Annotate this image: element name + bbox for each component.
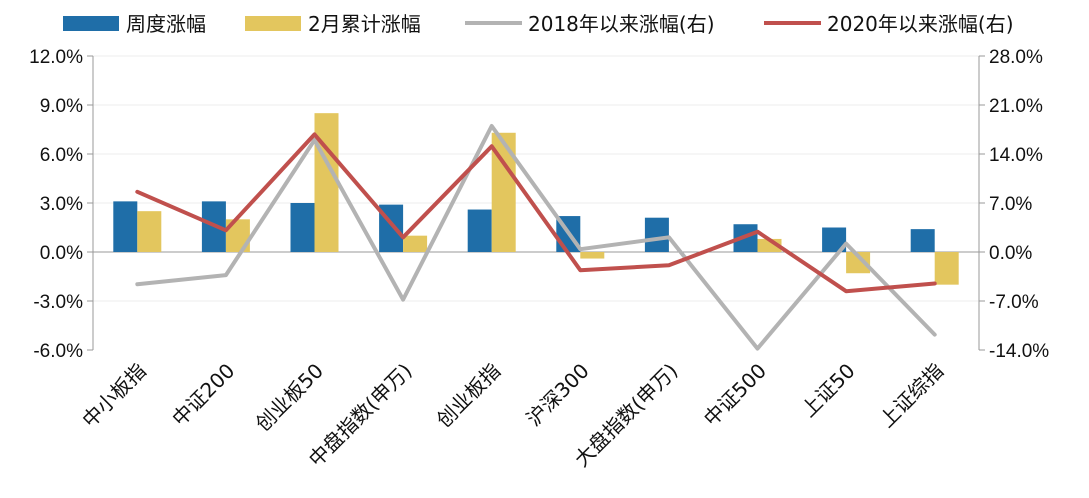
category-label-8: 上证50 <box>796 359 859 422</box>
lines <box>135 124 937 351</box>
right-tick-label: -7.0% <box>989 292 1039 313</box>
bar-weekly-4 <box>467 209 492 252</box>
right-tick-label: 0.0% <box>989 243 1032 264</box>
legend-swatch-weekly <box>63 16 119 31</box>
legend-label-2018: 2018年以来涨幅(右) <box>528 12 715 36</box>
bar-feb-8 <box>846 252 871 274</box>
category-label-9: 上证综指 <box>875 359 949 433</box>
left-tick-label: -6.0% <box>33 341 83 362</box>
category-label-2: 创业板50 <box>251 359 328 436</box>
left-axis-ticks: 12.0% 9.0% 6.0% 3.0% 0.0% -3.0% -6.0% <box>29 47 93 362</box>
category-label-1: 中证200 <box>167 359 239 431</box>
line-2020 <box>135 132 937 294</box>
bar-weekly-9 <box>910 229 935 252</box>
right-tick-label: -14.0% <box>989 341 1049 362</box>
right-tick-label: 14.0% <box>989 145 1043 166</box>
legend: 周度涨幅 2月累计涨幅 2018年以来涨幅(右) 2020年以来涨幅(右) <box>63 12 1014 36</box>
legend-label-weekly: 周度涨幅 <box>126 12 206 36</box>
bar-feb-3 <box>403 235 428 252</box>
legend-swatch-feb <box>245 16 301 31</box>
left-tick-label: 3.0% <box>40 194 83 215</box>
legend-label-2020: 2020年以来涨幅(右) <box>827 12 1014 36</box>
bar-weekly-2 <box>290 203 315 252</box>
category-label-7: 中证500 <box>699 359 771 431</box>
right-axis-ticks: 28.0% 21.0% 14.0% 7.0% 0.0% -7.0% -14.0% <box>979 47 1049 362</box>
category-label-5: 沪深300 <box>522 359 594 431</box>
right-tick-label: 28.0% <box>989 47 1043 68</box>
bar-feb-0 <box>137 211 162 252</box>
left-tick-label: 9.0% <box>40 96 83 117</box>
left-tick-label: 6.0% <box>40 145 83 166</box>
bar-feb-2 <box>314 113 339 253</box>
right-tick-label: 7.0% <box>989 194 1032 215</box>
bar-feb-5 <box>580 252 605 259</box>
bar-feb-9 <box>934 252 959 285</box>
category-label-4: 创业板指 <box>432 359 506 433</box>
right-tick-label: 21.0% <box>989 96 1043 117</box>
legend-label-feb: 2月累计涨幅 <box>308 12 421 36</box>
left-tick-label: -3.0% <box>33 292 83 313</box>
bar-weekly-6 <box>644 217 669 252</box>
left-tick-label: 0.0% <box>40 243 83 264</box>
left-tick-label: 12.0% <box>29 47 83 68</box>
category-label-0: 中小板指 <box>77 359 151 433</box>
line-2018 <box>135 124 937 351</box>
bar-weekly-0 <box>113 201 138 252</box>
